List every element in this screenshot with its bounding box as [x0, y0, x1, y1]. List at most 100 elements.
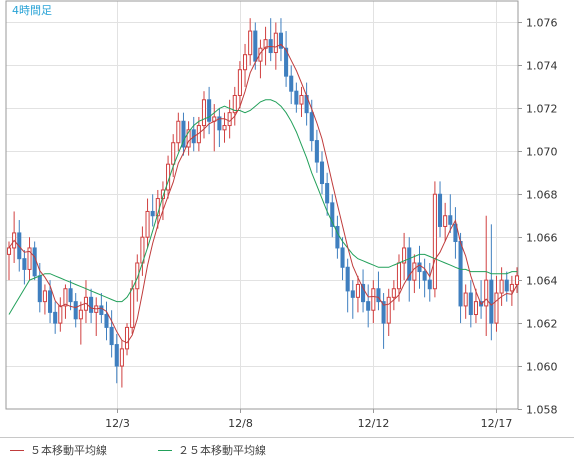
plot-area-border	[5, 0, 519, 410]
y-tick-label: 1.058	[526, 404, 558, 417]
candle-body-down	[284, 47, 289, 77]
candle-body-up	[201, 99, 207, 127]
legend: ５本移動平均線 ２５本移動平均線	[0, 437, 574, 462]
y-tick-label: 1.062	[526, 318, 558, 331]
candle-body-up	[58, 305, 63, 324]
candle-body-up	[273, 32, 278, 54]
candle-body-up	[186, 129, 191, 148]
candle-body-up	[248, 30, 253, 56]
legend-item-ma25: ２５本移動平均線	[158, 442, 266, 458]
ma5-swatch	[10, 449, 24, 451]
candle-body-down	[350, 290, 355, 298]
candle-body-down	[427, 279, 432, 290]
candle-body-up	[160, 189, 165, 200]
candle-body-down	[22, 258, 27, 270]
y-tick-label: 1.068	[526, 189, 558, 202]
candle-body-up	[145, 210, 150, 238]
x-tick-label: 12/17	[481, 417, 513, 430]
y-tick-label: 1.072	[526, 103, 558, 116]
candle-body-down	[453, 223, 458, 243]
candle-body-up	[412, 262, 417, 281]
candle-body-down	[319, 161, 325, 185]
candle-body-down	[330, 202, 335, 227]
candle-body-down	[340, 247, 345, 268]
candle-body-down	[335, 225, 340, 249]
candle-body-down	[99, 305, 104, 316]
moving-averages	[8, 43, 518, 344]
candle-body-down	[253, 30, 258, 62]
ma5-line	[8, 43, 518, 344]
candle-body-down	[289, 75, 294, 92]
candle-body-up	[232, 94, 237, 114]
candle-body-up	[432, 193, 437, 290]
x-tick-label: 12/8	[228, 417, 253, 430]
candle-body-down	[53, 311, 58, 324]
candle-body-down	[376, 288, 381, 303]
y-tick-label: 1.076	[526, 17, 558, 30]
candle-body-down	[309, 112, 314, 142]
candle-body-up	[402, 247, 407, 264]
ma25-swatch	[158, 449, 172, 451]
candle-body-down	[207, 99, 212, 122]
candle-body-down	[181, 120, 186, 148]
legend-label-ma25: ２５本移動平均線	[178, 444, 266, 457]
candle-body-down	[48, 290, 53, 313]
candle-body-down	[150, 210, 155, 217]
candle-body-up	[78, 309, 83, 320]
candle-body-down	[37, 275, 42, 303]
candle-body-down	[366, 301, 371, 311]
candles	[6, 18, 520, 388]
candle-body-down	[407, 247, 412, 281]
chart-title: 4時間足	[12, 4, 52, 17]
y-tick-label: 1.064	[526, 275, 558, 288]
candle-body-up	[63, 288, 68, 307]
candle-body-up	[355, 283, 360, 298]
candle-body-up	[227, 112, 232, 127]
candle-body-down	[422, 271, 427, 281]
y-tick-label: 1.074	[526, 60, 558, 73]
legend-item-ma5: ５本移動平均線	[10, 442, 107, 458]
candle-body-up	[130, 288, 135, 328]
candle-body-up	[176, 120, 181, 144]
x-tick-label: 12/3	[105, 417, 130, 430]
candle-body-up	[499, 279, 504, 294]
y-axis-ticks: 1.058 1.060 1.062 1.064 1.066 1.068 1.070 1.072…	[518, 17, 558, 417]
candle-body-down	[448, 215, 453, 225]
candle-body-up	[42, 290, 47, 303]
candle-body-up	[119, 348, 124, 367]
candle-body-up	[509, 283, 514, 292]
candle-body-down	[504, 279, 509, 292]
candle-body-up	[135, 262, 140, 290]
ma25-line	[8, 99, 517, 315]
candle-body-up	[473, 301, 478, 316]
candle-body-up	[222, 125, 227, 131]
candle-body-down	[314, 140, 319, 163]
candle-body-up	[124, 326, 130, 350]
candle-body-up	[243, 54, 248, 71]
candle-body-up	[299, 94, 304, 105]
candle-body-up	[443, 215, 448, 227]
grid-lines	[6, 1, 518, 409]
legend-label-ma5: ５本移動平均線	[30, 444, 107, 457]
candle-body-down	[32, 247, 37, 277]
candle-body-down	[217, 116, 222, 131]
candle-body-down	[361, 283, 366, 303]
candle-body-down	[294, 90, 299, 105]
candle-body-down	[278, 32, 283, 49]
candle-body-down	[437, 193, 443, 227]
candle-body-down	[114, 344, 119, 367]
candle-body-up	[484, 279, 489, 307]
candle-body-up	[258, 47, 263, 62]
x-tick-label: 12/12	[358, 417, 390, 430]
candle-body-up	[463, 292, 468, 307]
candle-body-down	[468, 292, 473, 316]
candle-body-down	[325, 183, 330, 204]
candle-body-up	[391, 288, 396, 298]
candle-body-up	[494, 292, 499, 324]
candle-body-up	[6, 247, 12, 255]
candle-body-up	[386, 296, 391, 324]
candle-body-down	[109, 326, 114, 346]
x-axis-ticks: 12/3 12/8 12/12 12/17	[105, 409, 512, 430]
candle-body-down	[68, 288, 73, 303]
